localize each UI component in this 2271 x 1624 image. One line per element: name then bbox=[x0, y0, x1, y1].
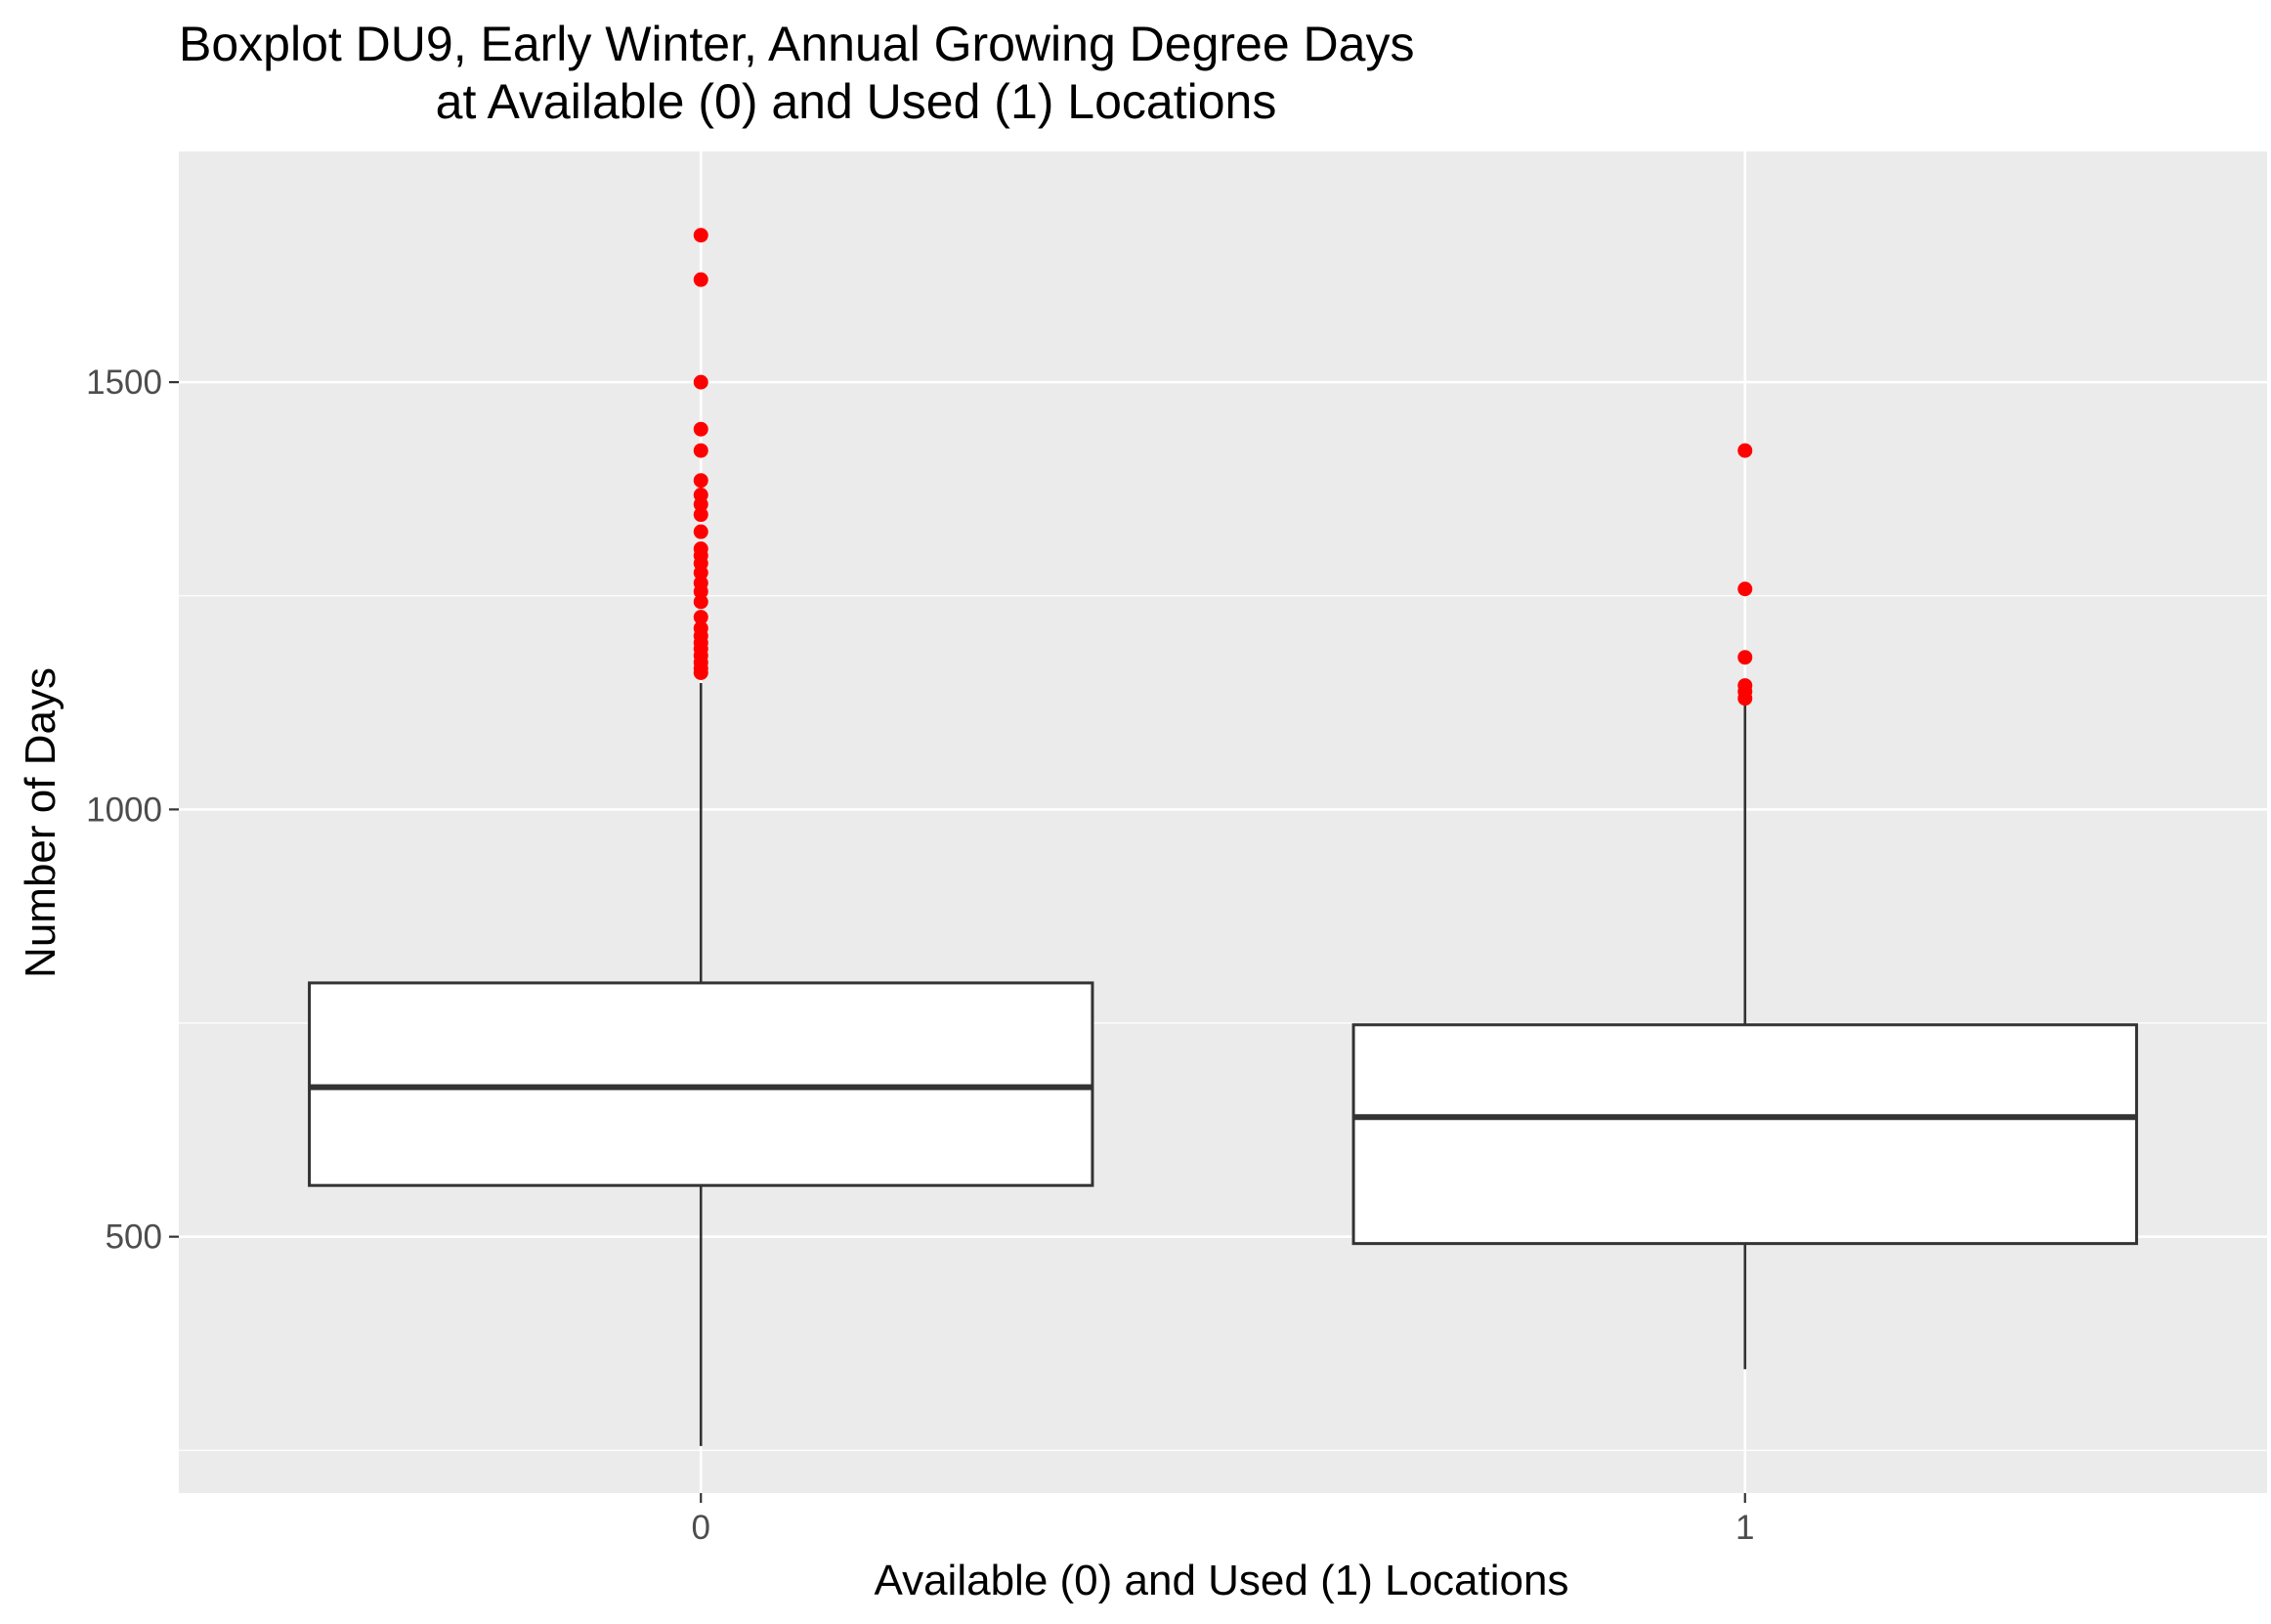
chart-title-line2: at Available (0) and Used (1) Locations bbox=[436, 74, 1277, 129]
chart-title: Boxplot DU9, Early Winter, Annual Growin… bbox=[179, 17, 1414, 129]
y-axis-title: Number of Days bbox=[17, 667, 64, 978]
outlier-point bbox=[1737, 678, 1753, 694]
y-tick-label: 500 bbox=[106, 1218, 162, 1257]
y-tick-label: 1500 bbox=[86, 363, 162, 402]
box-series bbox=[308, 228, 2138, 1446]
outlier-point bbox=[693, 576, 708, 591]
iqr-box bbox=[1351, 1023, 2138, 1246]
box-group-0 bbox=[308, 228, 1094, 1446]
x-tick-label: 0 bbox=[692, 1509, 710, 1547]
x-tick-label: 1 bbox=[1735, 1509, 1754, 1547]
outlier-point bbox=[693, 443, 708, 458]
outlier-point bbox=[693, 374, 708, 390]
outlier-point bbox=[1737, 443, 1753, 458]
outlier-point bbox=[693, 488, 708, 503]
plot-panel bbox=[179, 151, 2267, 1493]
outlier-point bbox=[1737, 581, 1753, 597]
outlier-point bbox=[693, 610, 708, 625]
outlier-point bbox=[693, 541, 708, 557]
outlier-point bbox=[693, 421, 708, 437]
iqr-box bbox=[308, 981, 1094, 1187]
chart-title-line1: Boxplot DU9, Early Winter, Annual Growin… bbox=[179, 17, 1414, 71]
outlier-point bbox=[693, 507, 708, 523]
outlier-point bbox=[693, 228, 708, 243]
x-axis-title: Available (0) and Used (1) Locations bbox=[875, 1557, 1569, 1604]
y-tick-label: 1000 bbox=[86, 791, 162, 829]
box-group-1 bbox=[1351, 443, 2138, 1370]
outlier-point bbox=[693, 524, 708, 539]
outlier-point bbox=[693, 473, 708, 489]
outlier-point bbox=[693, 594, 708, 610]
outlier-point bbox=[693, 272, 708, 287]
outlier-point bbox=[1737, 650, 1753, 665]
outlier-point bbox=[693, 620, 708, 636]
y-axis: 500 1000 1500 bbox=[86, 363, 179, 1257]
